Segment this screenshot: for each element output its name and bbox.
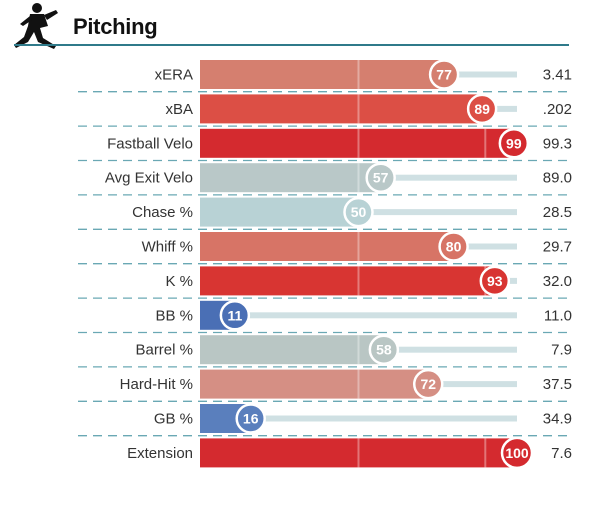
row-value: 28.5 xyxy=(543,204,572,221)
bar xyxy=(200,60,445,89)
track-line xyxy=(428,381,517,388)
row-value: 7.9 xyxy=(551,342,572,359)
percentile-label: 93 xyxy=(487,273,503,289)
reference-line xyxy=(484,438,487,468)
row-value: 7.6 xyxy=(551,445,572,462)
bar xyxy=(200,369,429,399)
percentile-bubble xyxy=(438,231,469,262)
row-label: Avg Exit Velo xyxy=(105,170,193,187)
track-line xyxy=(453,243,517,250)
percentile-label: 57 xyxy=(373,170,389,186)
bar xyxy=(200,128,514,158)
percentile-label: 11 xyxy=(227,307,242,323)
percentile-bubble xyxy=(479,265,511,297)
percentile-bubble xyxy=(466,93,498,125)
bar xyxy=(200,266,495,296)
percentile-bubble xyxy=(365,162,396,193)
pitcher-silhouette-icon xyxy=(14,3,58,49)
percentile-label: 50 xyxy=(351,204,367,220)
reference-line xyxy=(357,128,360,158)
percentile-label: 72 xyxy=(420,376,436,392)
row-label: K % xyxy=(165,273,193,290)
bar xyxy=(200,335,384,365)
track-line xyxy=(358,209,517,216)
reference-line xyxy=(357,163,360,193)
bar xyxy=(200,163,381,193)
header-divider xyxy=(14,44,569,46)
reference-line xyxy=(357,369,360,399)
row-label: Extension xyxy=(127,445,193,462)
percentile-label: 80 xyxy=(446,239,462,255)
track-line xyxy=(383,346,517,353)
row-label: GB % xyxy=(154,411,193,428)
track-line xyxy=(444,71,517,78)
row-value: 11.0 xyxy=(544,307,572,324)
percentile-label: 77 xyxy=(436,67,452,83)
reference-line xyxy=(357,266,360,296)
reference-line xyxy=(357,438,360,468)
percentile-label: 58 xyxy=(376,342,392,358)
percentile-bubble xyxy=(235,403,266,434)
percentile-label: 16 xyxy=(243,411,259,427)
track-line xyxy=(380,174,517,181)
row-value: 29.7 xyxy=(543,239,572,256)
percentile-label: 99 xyxy=(506,135,522,151)
row-label: Whiff % xyxy=(142,239,193,256)
track-line xyxy=(482,105,517,112)
bar xyxy=(200,232,454,261)
track-line xyxy=(234,312,517,319)
percentile-bubble xyxy=(368,334,400,365)
row-label: Chase % xyxy=(132,204,193,221)
row-value: 37.5 xyxy=(543,376,572,393)
row-value: 32.0 xyxy=(543,273,572,290)
track-line xyxy=(250,415,517,422)
page-title: Pitching xyxy=(73,14,158,39)
percentile-bubble xyxy=(500,436,534,470)
percentile-bubble xyxy=(428,59,460,90)
row-label: Fastball Velo xyxy=(107,135,193,152)
percentile-bubble xyxy=(412,368,444,400)
reference-line xyxy=(484,128,487,158)
percentile-bubble xyxy=(219,300,251,331)
percentile-bubble xyxy=(498,128,530,159)
row-value: 99.3 xyxy=(543,135,572,152)
row-label: BB % xyxy=(155,307,193,324)
section-header: Pitching xyxy=(0,0,589,49)
row-value: 89.0 xyxy=(543,170,572,187)
bar xyxy=(200,197,359,227)
reference-line xyxy=(357,60,360,89)
row-value: 34.9 xyxy=(543,411,572,428)
row-label: Hard-Hit % xyxy=(120,376,193,393)
percentile-label: 89 xyxy=(474,101,490,117)
row-label: xERA xyxy=(155,67,193,84)
percentile-bubble xyxy=(343,196,374,228)
bar xyxy=(200,94,483,124)
percentile-label: 100 xyxy=(505,445,529,461)
row-value: 3.41 xyxy=(543,67,572,84)
bar xyxy=(200,438,517,468)
reference-line xyxy=(357,94,360,124)
row-label: xBA xyxy=(165,101,193,118)
reference-line xyxy=(357,232,360,261)
row-value: .202 xyxy=(543,101,572,118)
row-label: Barrel % xyxy=(135,342,193,359)
reference-line xyxy=(357,335,360,365)
